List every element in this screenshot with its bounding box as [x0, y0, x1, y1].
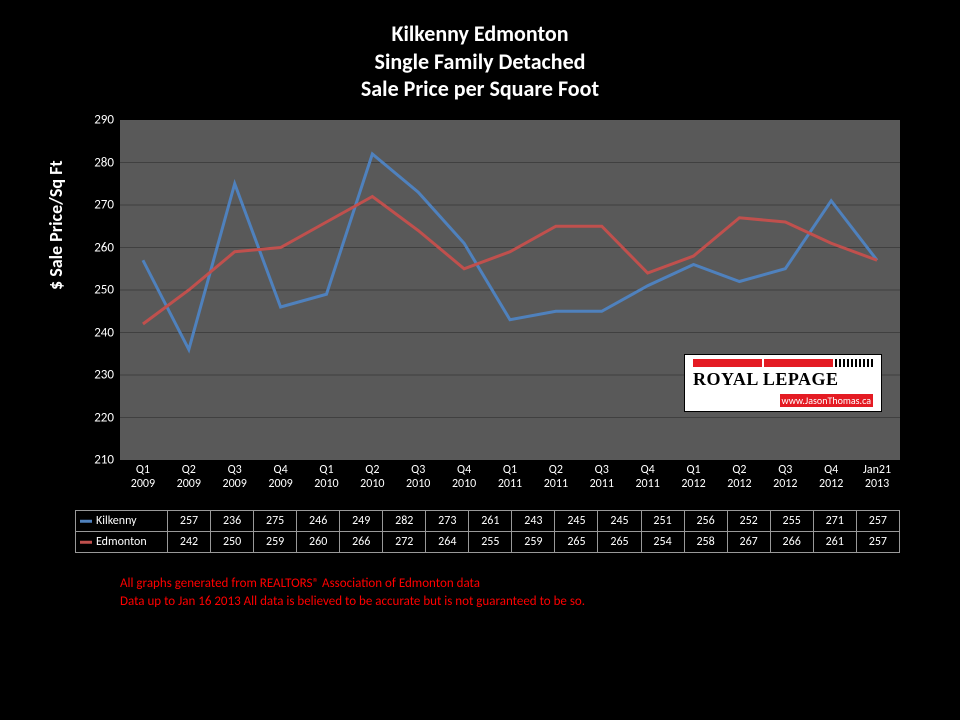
logo-url: www.JasonThomas.ca [780, 394, 873, 407]
data-cell: 275 [254, 511, 297, 532]
data-cell: 242 [168, 532, 211, 553]
x-category: Q12010 [304, 460, 350, 492]
title-line1: Kilkenny Edmonton [391, 20, 568, 47]
x-category: Q32012 [762, 460, 808, 492]
data-cell: 243 [512, 511, 555, 532]
y-tick: 290 [74, 113, 114, 128]
x-category: Q22012 [716, 460, 762, 492]
y-tick: 260 [74, 240, 114, 255]
x-category: Q42009 [258, 460, 304, 492]
data-cell: 272 [383, 532, 426, 553]
title-line2: Single Family Detached [375, 48, 586, 75]
data-cell: 252 [727, 511, 770, 532]
plot-area: ROYAL LEPAGE www.JasonThomas.ca [120, 120, 900, 460]
x-category: Q12011 [487, 460, 533, 492]
data-cell: 245 [555, 511, 598, 532]
y-axis-label: $ Sale Price/Sq Ft [45, 160, 67, 290]
data-cell: 266 [340, 532, 383, 553]
data-cell: 267 [727, 532, 770, 553]
data-cell: 236 [211, 511, 254, 532]
x-category: Jan212013 [854, 460, 900, 492]
y-tick: 230 [74, 368, 114, 383]
data-cell: 273 [426, 511, 469, 532]
x-category: Q42012 [808, 460, 854, 492]
x-category: Q22011 [533, 460, 579, 492]
x-category: Q12012 [671, 460, 717, 492]
title-line3: Sale Price per Square Foot [361, 75, 599, 102]
data-cell: 255 [469, 532, 512, 553]
x-category: Q22009 [166, 460, 212, 492]
x-category: Q12009 [120, 460, 166, 492]
y-tick: 280 [74, 155, 114, 170]
page: Kilkenny Edmonton Single Family Detached… [0, 0, 960, 720]
x-category: Q42010 [441, 460, 487, 492]
y-tick: 220 [74, 410, 114, 425]
data-cell: 259 [254, 532, 297, 553]
x-category: Q32009 [212, 460, 258, 492]
plot-container: ROYAL LEPAGE www.JasonThomas.ca 21022023… [120, 120, 900, 460]
series-name: Kilkenny [76, 511, 168, 532]
x-category: Q32011 [579, 460, 625, 492]
data-cell: 249 [340, 511, 383, 532]
series-line [143, 197, 877, 325]
y-tick: 270 [74, 198, 114, 213]
data-cell: 257 [856, 532, 899, 553]
data-cell: 246 [297, 511, 340, 532]
data-cell: 259 [512, 532, 555, 553]
y-tick: 210 [74, 453, 114, 468]
table-row: Edmonton24225025926026627226425525926526… [76, 532, 900, 553]
x-category: Q42011 [625, 460, 671, 492]
data-cell: 264 [426, 532, 469, 553]
data-cell: 265 [555, 532, 598, 553]
data-cell: 245 [598, 511, 641, 532]
data-cell: 261 [813, 532, 856, 553]
footnote-line1: All graphs generated from REALTORS® Asso… [120, 576, 480, 591]
data-cell: 261 [469, 511, 512, 532]
data-cell: 260 [297, 532, 340, 553]
data-cell: 255 [770, 511, 813, 532]
logo-text: ROYAL LEPAGE [693, 369, 873, 390]
data-cell: 254 [641, 532, 684, 553]
data-cell: 282 [383, 511, 426, 532]
data-cell: 256 [684, 511, 727, 532]
series-name: Edmonton [76, 532, 168, 553]
data-cell: 266 [770, 532, 813, 553]
data-cell: 257 [856, 511, 899, 532]
data-table: Kilkenny25723627524624928227326124324524… [75, 510, 900, 553]
y-tick: 240 [74, 325, 114, 340]
data-cell: 271 [813, 511, 856, 532]
y-tick: 250 [74, 283, 114, 298]
footnote-line2: Data up to Jan 16 2013 All data is belie… [120, 594, 585, 609]
data-cell: 257 [168, 511, 211, 532]
x-category: Q32010 [395, 460, 441, 492]
x-category: Q22010 [349, 460, 395, 492]
data-cell: 251 [641, 511, 684, 532]
data-cell: 265 [598, 532, 641, 553]
footnote: All graphs generated from REALTORS® Asso… [120, 575, 585, 610]
data-cell: 250 [211, 532, 254, 553]
royal-lepage-logo: ROYAL LEPAGE www.JasonThomas.ca [684, 354, 882, 412]
chart-title: Kilkenny Edmonton Single Family Detached… [0, 20, 960, 103]
data-cell: 258 [684, 532, 727, 553]
table-row: Kilkenny25723627524624928227326124324524… [76, 511, 900, 532]
